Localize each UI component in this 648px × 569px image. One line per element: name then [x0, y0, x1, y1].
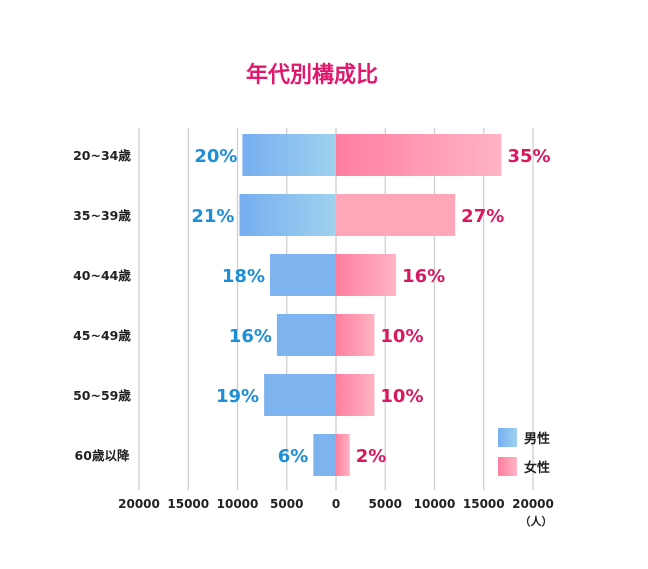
data-label-female: 10%	[380, 326, 423, 347]
x-tick-label: 10000	[217, 497, 259, 511]
legend-swatch-male	[498, 428, 517, 447]
category-label: 40~44歳	[73, 268, 131, 283]
bar-female	[336, 374, 375, 416]
legend-swatch-female	[498, 457, 517, 476]
data-label-male: 20%	[194, 146, 237, 167]
bar-female	[336, 434, 350, 476]
bars	[239, 134, 502, 476]
x-tick-label: 5000	[270, 497, 303, 511]
unit-label: （人）	[520, 514, 553, 528]
bar-male	[239, 194, 336, 236]
legend-label-female: 女性	[524, 460, 550, 476]
category-label: 20~34歳	[73, 148, 131, 163]
x-tick-label: 15000	[167, 497, 209, 511]
data-label-female: 27%	[461, 206, 504, 227]
bar-male	[242, 134, 336, 176]
grid-lines	[138, 128, 534, 490]
bar-female	[336, 314, 375, 356]
data-label-female: 2%	[356, 446, 387, 467]
data-label-male: 6%	[278, 446, 309, 467]
bar-female	[336, 194, 456, 236]
bar-male	[313, 434, 336, 476]
x-tick-label: 0	[332, 497, 340, 511]
data-label-female: 16%	[402, 266, 445, 287]
category-label: 35~39歳	[73, 208, 131, 223]
data-label-male: 21%	[191, 206, 234, 227]
x-tick-label: 20000	[512, 497, 554, 511]
x-tick-label: 5000	[369, 497, 402, 511]
bar-male	[264, 374, 336, 416]
data-label-male: 19%	[216, 386, 259, 407]
x-tick-label: 20000	[118, 497, 160, 511]
bar-female	[336, 254, 397, 296]
chart-title: 年代別構成比	[246, 62, 378, 88]
legend-label-male: 男性	[524, 431, 550, 447]
data-labels: 20% 35% 21% 27% 18% 16% 16% 10% 19% 10% 6% 2%	[191, 146, 550, 467]
category-labels: 20~34歳 35~39歳 40~44歳 45~49歳 50~59歳 60歳以降	[73, 148, 131, 463]
x-axis-ticks: 20000 15000 10000 5000 0 5000 10000 15000 20000	[118, 497, 554, 511]
x-tick-label: 15000	[463, 497, 505, 511]
category-label: 50~59歳	[73, 388, 131, 403]
bar-male	[270, 254, 336, 296]
data-label-female: 10%	[380, 386, 423, 407]
bar-male	[276, 314, 336, 356]
data-label-male: 16%	[229, 326, 272, 347]
bar-female	[336, 134, 502, 176]
data-label-female: 35%	[507, 146, 550, 167]
data-label-male: 18%	[222, 266, 265, 287]
category-label: 60歳以降	[75, 448, 130, 463]
category-label: 45~49歳	[73, 328, 131, 343]
legend: 男性 女性	[498, 428, 550, 476]
x-tick-label: 10000	[414, 497, 456, 511]
